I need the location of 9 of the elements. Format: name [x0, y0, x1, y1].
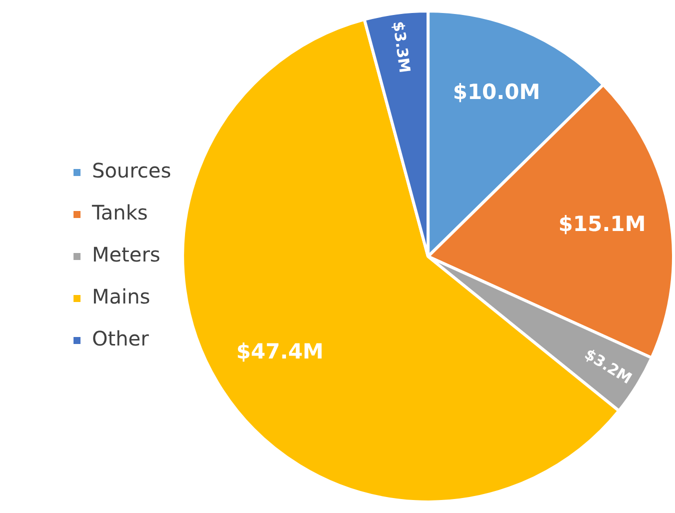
data-label: $15.1M [558, 212, 646, 236]
data-label: $47.4M [236, 339, 324, 364]
data-label: $10.0M [452, 80, 540, 104]
data-label: $3.3M [389, 20, 414, 74]
legend-label: Other [92, 326, 150, 351]
legend-label: Mains [92, 284, 150, 309]
legend-label: Tanks [91, 200, 148, 225]
legend-label: Meters [92, 242, 160, 267]
legend-label: Sources [92, 158, 172, 183]
